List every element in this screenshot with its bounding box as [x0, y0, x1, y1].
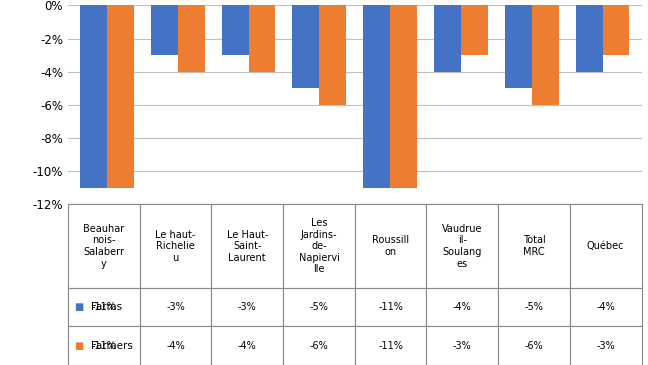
Bar — [107, 5, 134, 188]
Text: Farms: Farms — [91, 302, 122, 312]
Bar — [178, 5, 205, 72]
Bar — [151, 5, 178, 55]
Bar — [292, 5, 319, 88]
Bar — [603, 5, 629, 55]
Text: ■: ■ — [75, 302, 84, 312]
Bar — [319, 5, 346, 105]
Bar — [222, 5, 249, 55]
Text: ■: ■ — [75, 341, 84, 351]
Bar — [80, 5, 107, 188]
Bar — [249, 5, 275, 72]
Bar — [434, 5, 461, 72]
Bar — [461, 5, 488, 55]
Bar — [364, 5, 390, 188]
Bar — [532, 5, 559, 105]
Bar — [390, 5, 417, 188]
Bar — [575, 5, 603, 72]
Bar — [505, 5, 532, 88]
Text: Farmers: Farmers — [91, 341, 133, 351]
